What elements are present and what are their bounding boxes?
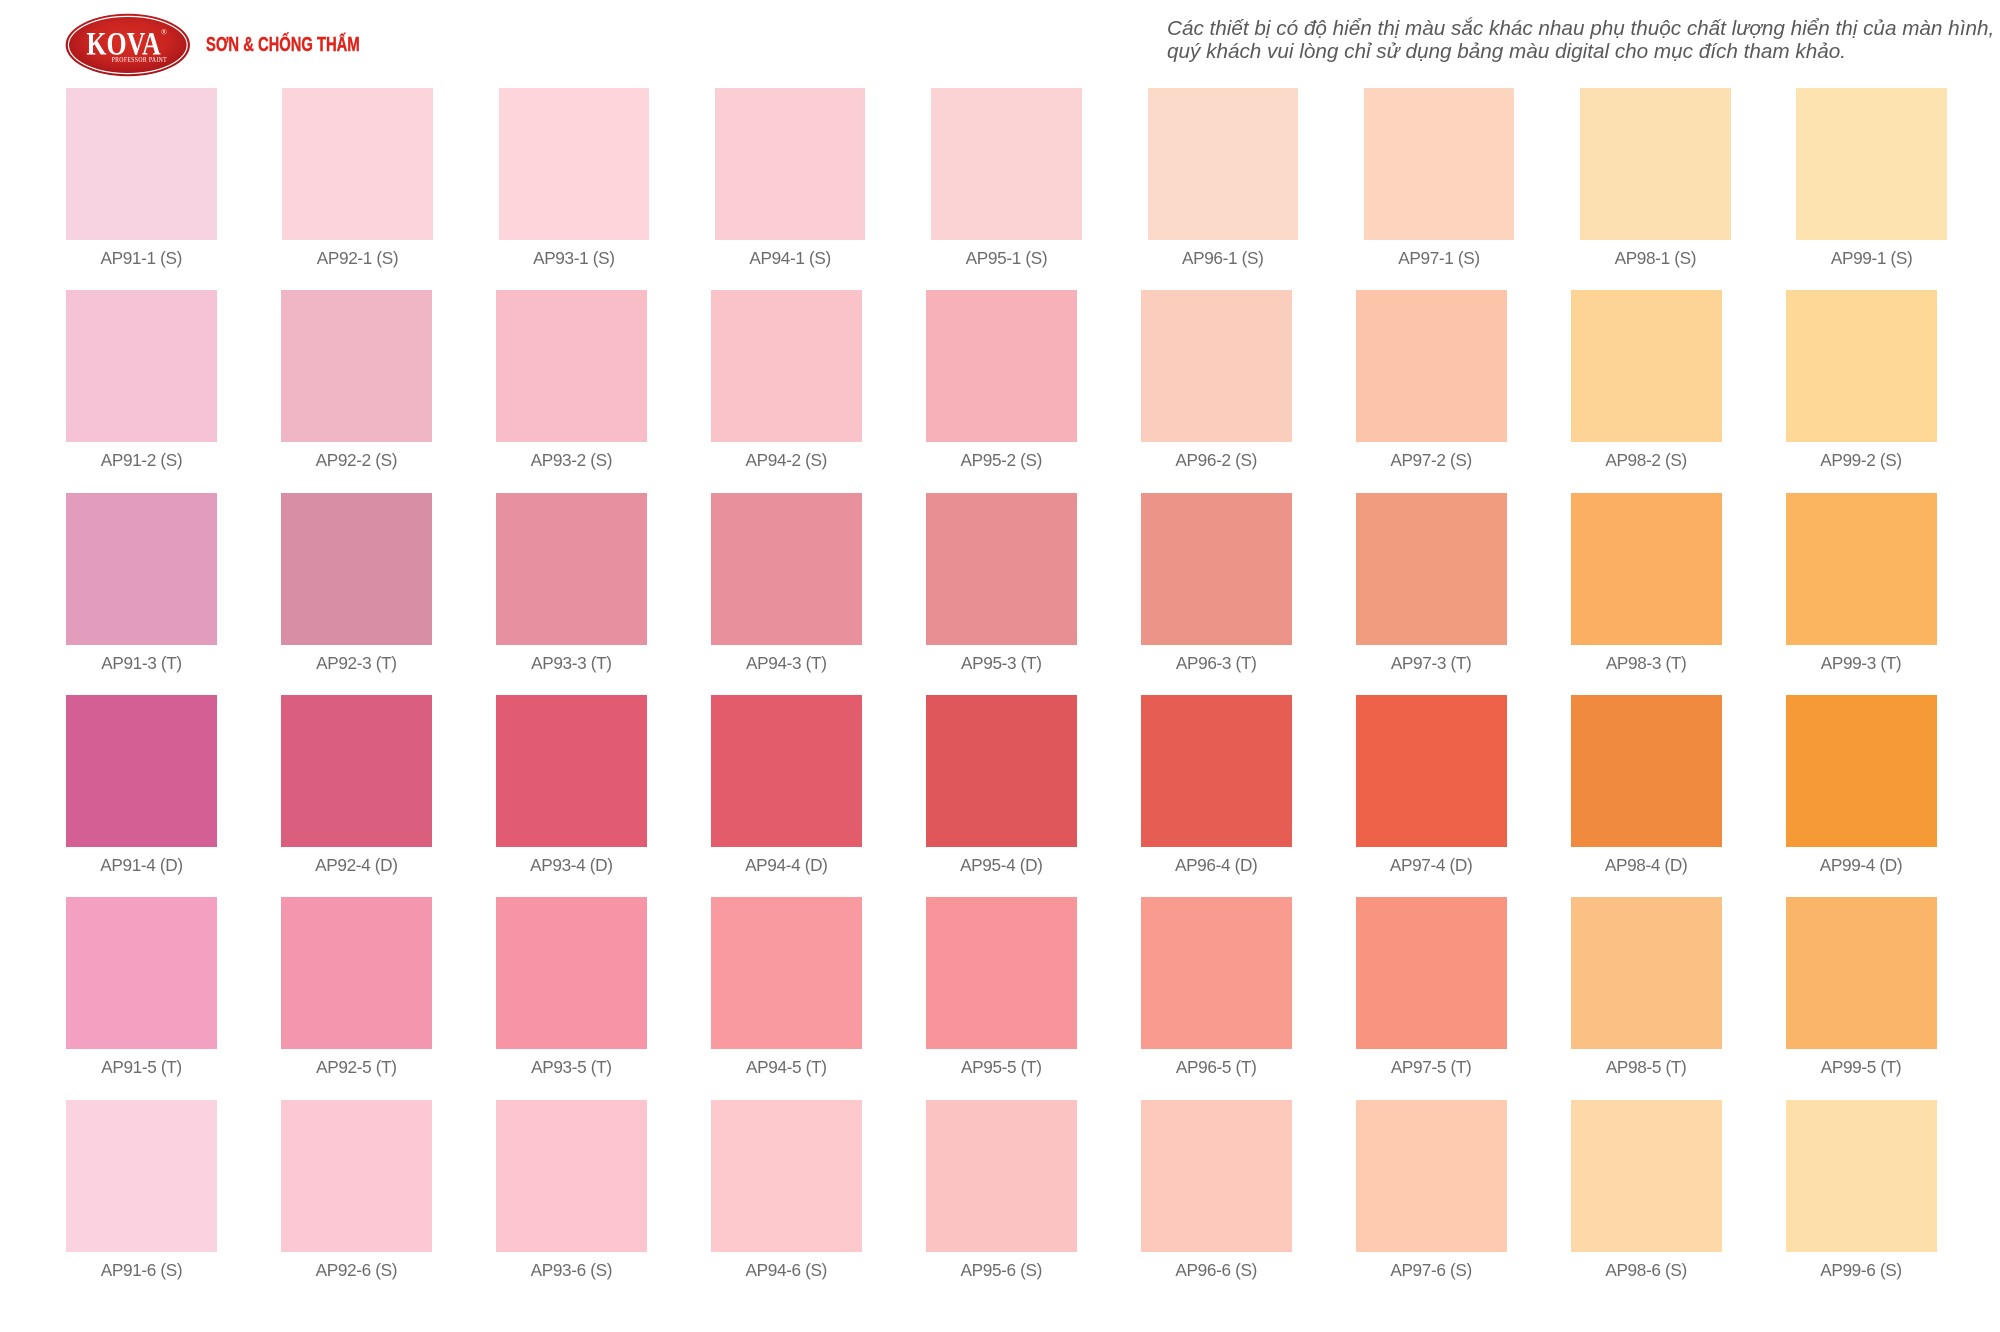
svg-text:KOVA: KOVA xyxy=(86,27,160,62)
svg-text:PROFESSOR PAINT: PROFESSOR PAINT xyxy=(112,56,167,64)
svg-text:®: ® xyxy=(161,27,167,36)
